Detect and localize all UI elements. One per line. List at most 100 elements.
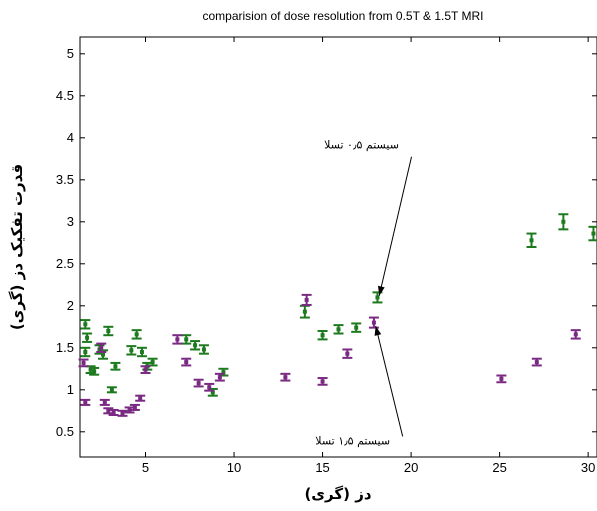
- point-marker: [109, 387, 114, 392]
- data-point: [558, 213, 569, 231]
- point-marker: [101, 352, 106, 357]
- x-axis-label: دز (گری): [304, 485, 371, 503]
- x-tick-label: 25: [492, 460, 506, 475]
- data-point: [280, 372, 291, 382]
- point-marker: [499, 376, 504, 381]
- data-point: [110, 361, 121, 371]
- chart-title: comparision of dose resolution from 0.5T…: [202, 9, 483, 23]
- point-marker: [371, 320, 376, 325]
- point-marker: [207, 385, 212, 390]
- data-point: [89, 366, 100, 376]
- point-marker: [210, 390, 215, 395]
- y-tick-label: 4: [67, 130, 74, 145]
- data-point: [136, 346, 147, 358]
- y-tick-label: 0.5: [56, 424, 74, 439]
- point-marker: [336, 327, 341, 332]
- data-point: [333, 324, 344, 335]
- y-tick-label: 1.5: [56, 340, 74, 355]
- x-tick-label: 5: [142, 460, 149, 475]
- data-point: [204, 382, 215, 392]
- data-point: [129, 403, 140, 411]
- point-marker: [345, 351, 350, 356]
- point-marker: [132, 405, 137, 410]
- x-tick-label: 15: [315, 460, 329, 475]
- data-point: [198, 344, 209, 355]
- data-point: [570, 329, 581, 340]
- point-marker: [201, 347, 206, 352]
- point-marker: [113, 364, 118, 369]
- point-marker: [375, 295, 380, 300]
- data-point: [181, 357, 192, 367]
- x-tick-label: 10: [227, 460, 241, 475]
- point-marker: [184, 337, 189, 342]
- annotation-arrowhead: [374, 325, 382, 336]
- series-2: [78, 293, 581, 417]
- data-point: [301, 293, 312, 306]
- data-point: [526, 232, 537, 248]
- point-marker: [283, 375, 288, 380]
- data-point: [99, 398, 110, 406]
- point-marker: [134, 332, 139, 337]
- point-marker: [127, 407, 132, 412]
- point-marker: [111, 410, 116, 415]
- data-point: [193, 378, 204, 388]
- data-point: [496, 374, 507, 384]
- y-tick-label: 3: [67, 214, 74, 229]
- point-marker: [81, 360, 86, 365]
- point-marker: [184, 360, 189, 365]
- y-tick-label: 4.5: [56, 88, 74, 103]
- point-marker: [139, 350, 144, 354]
- point-marker: [106, 329, 111, 333]
- point-marker: [354, 325, 359, 330]
- data-point: [317, 330, 328, 341]
- point-marker: [561, 219, 566, 224]
- point-marker: [221, 370, 226, 375]
- point-marker: [102, 400, 107, 405]
- data-point: [131, 329, 142, 340]
- y-tick-label: 3.5: [56, 172, 74, 187]
- data-point: [140, 365, 151, 374]
- data-marks: [78, 213, 597, 417]
- point-marker: [175, 337, 180, 342]
- plot-area: [79, 36, 597, 458]
- annotations: سیستم ۰٫۵ تسلا سیستم ۱٫۵ تسلا: [315, 139, 413, 447]
- data-point: [531, 357, 542, 367]
- point-marker: [83, 322, 88, 327]
- y-axis-label: قدرت تفکیک دز (گری): [8, 164, 26, 330]
- data-point: [103, 325, 114, 337]
- data-point: [80, 398, 91, 406]
- data-point: [135, 394, 146, 402]
- data-point: [126, 345, 137, 356]
- point-marker: [83, 350, 88, 354]
- point-marker: [302, 309, 307, 314]
- data-point: [368, 316, 379, 329]
- point-marker: [529, 238, 534, 243]
- point-marker: [193, 343, 198, 348]
- data-point: [108, 408, 119, 416]
- axis-ticks: 5 10 15 20 25 30 0.5 1 1.5 2 2.5 3 3.5 4 4.5 5: [56, 37, 597, 475]
- data-point: [342, 348, 353, 359]
- point-marker: [591, 231, 596, 236]
- data-point: [181, 334, 192, 345]
- y-tick-label: 2: [67, 298, 74, 313]
- annotation-label: سیستم ۰٫۵ تسلا: [324, 139, 399, 152]
- y-tick-label: 2.5: [56, 256, 74, 271]
- point-marker: [99, 345, 104, 350]
- point-marker: [85, 335, 90, 340]
- data-point: [172, 334, 183, 345]
- point-marker: [120, 411, 125, 416]
- point-marker: [320, 379, 325, 384]
- point-marker: [138, 396, 143, 401]
- point-marker: [150, 360, 155, 365]
- data-point: [106, 386, 117, 394]
- data-point: [190, 340, 201, 351]
- data-point: [351, 322, 362, 333]
- point-marker: [143, 367, 148, 372]
- point-marker: [92, 369, 97, 374]
- data-point: [78, 358, 89, 368]
- point-marker: [217, 375, 222, 380]
- y-tick-label: 1: [67, 382, 74, 397]
- point-marker: [196, 381, 201, 386]
- point-marker: [88, 367, 93, 372]
